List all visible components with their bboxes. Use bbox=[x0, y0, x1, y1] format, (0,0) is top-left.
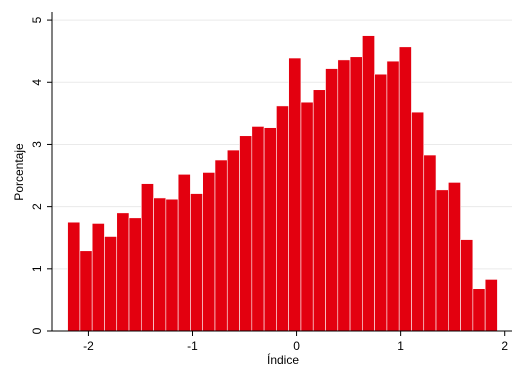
bar bbox=[423, 154, 437, 332]
bar bbox=[153, 197, 167, 332]
bar bbox=[448, 182, 461, 332]
x-tick-label: -1 bbox=[187, 339, 198, 353]
y-tick-label: 0 bbox=[30, 327, 44, 334]
y-tick-label: 1 bbox=[30, 265, 44, 272]
bar bbox=[312, 89, 326, 332]
bar bbox=[140, 183, 154, 332]
bar bbox=[226, 149, 240, 332]
y-axis-title: Porcentaje bbox=[12, 143, 26, 201]
x-tick-label: -2 bbox=[83, 339, 94, 353]
bar bbox=[386, 60, 400, 332]
bar bbox=[300, 101, 314, 332]
bar bbox=[362, 35, 375, 332]
bar bbox=[276, 105, 289, 332]
bar bbox=[91, 223, 105, 332]
bar bbox=[177, 173, 191, 332]
x-axis-title: Índice bbox=[267, 352, 299, 367]
bar bbox=[116, 212, 130, 332]
bar bbox=[202, 172, 216, 332]
bar bbox=[337, 59, 351, 332]
y-tick-label: 3 bbox=[30, 141, 44, 148]
bar bbox=[325, 68, 339, 332]
x-tick-label: 2 bbox=[501, 339, 508, 353]
bar bbox=[251, 126, 265, 332]
x-tick-label: 1 bbox=[397, 339, 404, 353]
bar bbox=[239, 135, 253, 332]
bar bbox=[411, 111, 425, 332]
bar bbox=[67, 221, 81, 332]
bar bbox=[460, 239, 474, 332]
bar bbox=[484, 279, 498, 332]
bar bbox=[349, 56, 363, 332]
bar bbox=[472, 288, 486, 332]
bar bbox=[263, 127, 277, 332]
y-tick-label: 5 bbox=[30, 16, 44, 23]
bar bbox=[214, 159, 228, 332]
x-tick-label: 0 bbox=[293, 339, 300, 353]
bar bbox=[374, 73, 388, 332]
bar bbox=[398, 46, 412, 332]
y-tick-label: 4 bbox=[30, 79, 44, 86]
bar bbox=[288, 57, 302, 332]
bar bbox=[79, 250, 93, 332]
bar bbox=[128, 217, 142, 332]
bar bbox=[190, 193, 203, 332]
bar bbox=[104, 236, 118, 332]
bar bbox=[165, 198, 179, 332]
y-tick-label: 2 bbox=[30, 203, 44, 210]
bar bbox=[435, 189, 449, 332]
